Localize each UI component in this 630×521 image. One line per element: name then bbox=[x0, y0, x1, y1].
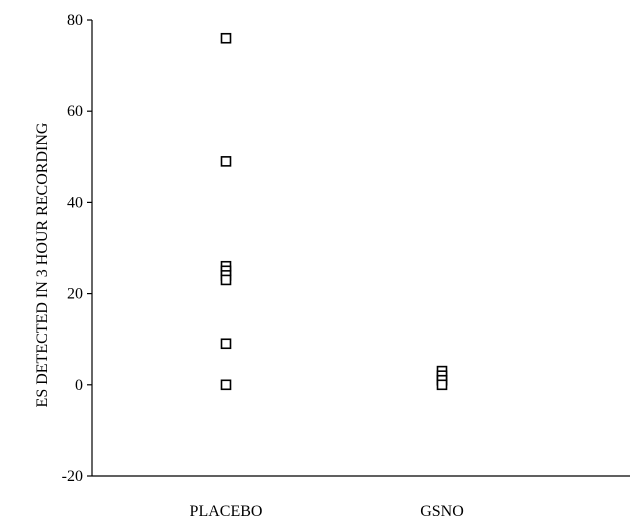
y-axis: -20 0 20 40 60 80 bbox=[62, 12, 93, 485]
y-axis-title: ES DETECTED IN 3 HOUR RECORDING bbox=[34, 122, 51, 407]
y-tick-label: 60 bbox=[67, 103, 83, 120]
data-point-placebo bbox=[220, 379, 232, 391]
data-point-placebo bbox=[220, 156, 232, 167]
data-point-placebo bbox=[220, 32, 232, 44]
y-tick-label: 80 bbox=[67, 12, 83, 29]
data-point-gsno bbox=[436, 379, 448, 391]
data-point-placebo bbox=[220, 338, 232, 350]
x-category-label: PLACEBO bbox=[190, 503, 263, 520]
y-tick-label: 20 bbox=[67, 286, 83, 303]
data-points bbox=[220, 32, 448, 391]
x-category-label: GSNO bbox=[420, 503, 464, 520]
data-point-placebo bbox=[220, 274, 232, 286]
y-tick-label: -20 bbox=[62, 468, 83, 485]
y-tick-label: 40 bbox=[67, 194, 83, 211]
x-axis: PLACEBO GSNO bbox=[92, 475, 630, 520]
y-tick-label: 0 bbox=[75, 377, 83, 394]
